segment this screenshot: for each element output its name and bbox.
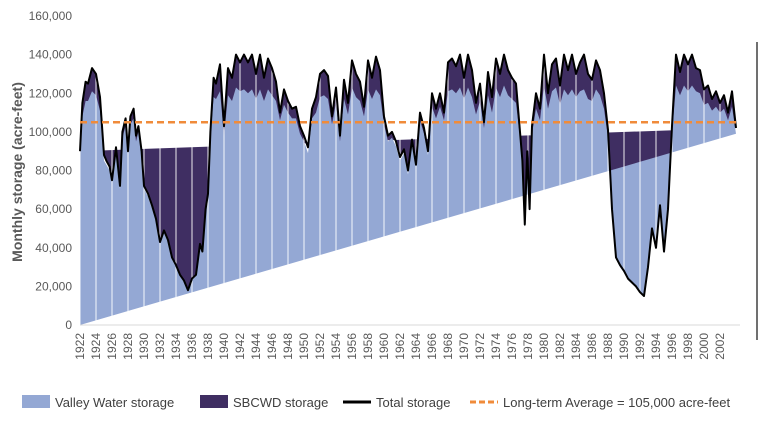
x-tick-label: 1936 — [185, 333, 199, 360]
x-tick-label: 1980 — [537, 333, 551, 360]
x-tick-label: 1960 — [377, 333, 391, 360]
x-tick-label: 1986 — [585, 333, 599, 360]
x-tick-label: 1988 — [601, 333, 615, 360]
legend-swatch-valley — [22, 395, 50, 408]
legend-swatch-sbcwd — [200, 395, 228, 408]
x-tick-label: 1946 — [265, 333, 279, 360]
x-tick-label: 1964 — [409, 333, 423, 360]
legend-label-valley: Valley Water storage — [55, 395, 174, 410]
x-tick-label: 1950 — [297, 333, 311, 360]
y-tick-label: 40,000 — [35, 241, 72, 255]
x-tick-label: 1978 — [521, 333, 535, 360]
x-tick-label: 1990 — [617, 333, 631, 360]
y-tick-label: 160,000 — [29, 9, 73, 23]
x-tick-label: 1926 — [105, 333, 119, 360]
y-tick-label: 0 — [65, 318, 72, 332]
y-tick-label: 20,000 — [35, 279, 72, 293]
total-storage-line — [79, 53, 737, 297]
y-tick-label: 80,000 — [35, 164, 72, 178]
valley-water-storage-area — [80, 85, 736, 325]
x-tick-label: 1972 — [473, 333, 487, 360]
x-tick-label: 1996 — [665, 333, 679, 360]
legend-label-total: Total storage — [376, 395, 450, 410]
y-tick-label: 100,000 — [29, 125, 73, 139]
legend-label-average: Long-term Average = 105,000 acre-feet — [503, 395, 730, 410]
x-tick-label: 1976 — [505, 333, 519, 360]
x-tick-label: 1998 — [681, 333, 695, 360]
x-tick-label: 1956 — [345, 333, 359, 360]
x-tick-label: 1966 — [425, 333, 439, 360]
x-tick-label: 1940 — [217, 333, 231, 360]
x-tick-label: 1930 — [137, 333, 151, 360]
x-tick-label: 1968 — [441, 333, 455, 360]
y-tick-label: 60,000 — [35, 202, 72, 216]
x-tick-label: 1984 — [569, 333, 583, 360]
legend-label-sbcwd: SBCWD storage — [233, 395, 328, 410]
x-tick-label: 1924 — [89, 333, 103, 360]
legend: Valley Water storage SBCWD storage Total s… — [22, 395, 730, 410]
x-tick-label: 1934 — [169, 333, 183, 360]
y-tick-label: 140,000 — [29, 48, 73, 62]
x-tick-label: 2002 — [713, 333, 727, 360]
x-tick-label: 1970 — [457, 333, 471, 360]
x-tick-label: 1948 — [281, 333, 295, 360]
x-tick-label: 1928 — [121, 333, 135, 360]
x-tick-label: 1952 — [313, 333, 327, 360]
x-tick-label: 1954 — [329, 333, 343, 360]
x-tick-label: 1958 — [361, 333, 375, 360]
x-tick-label: 2000 — [697, 333, 711, 360]
x-tick-label: 1922 — [73, 333, 87, 360]
x-tick-label: 1974 — [489, 333, 503, 360]
x-tick-label: 1932 — [153, 333, 167, 360]
x-tick-label: 1994 — [649, 333, 663, 360]
x-tick-label: 1942 — [233, 333, 247, 360]
y-axis-label: Monthly storage (acre-feet) — [9, 82, 25, 262]
x-tick-label: 1944 — [249, 333, 263, 360]
y-tick-label: 120,000 — [29, 86, 73, 100]
x-tick-label: 1962 — [393, 333, 407, 360]
x-tick-label: 1938 — [201, 333, 215, 360]
x-tick-label: 1992 — [633, 333, 647, 360]
x-tick-label: 1982 — [553, 333, 567, 360]
